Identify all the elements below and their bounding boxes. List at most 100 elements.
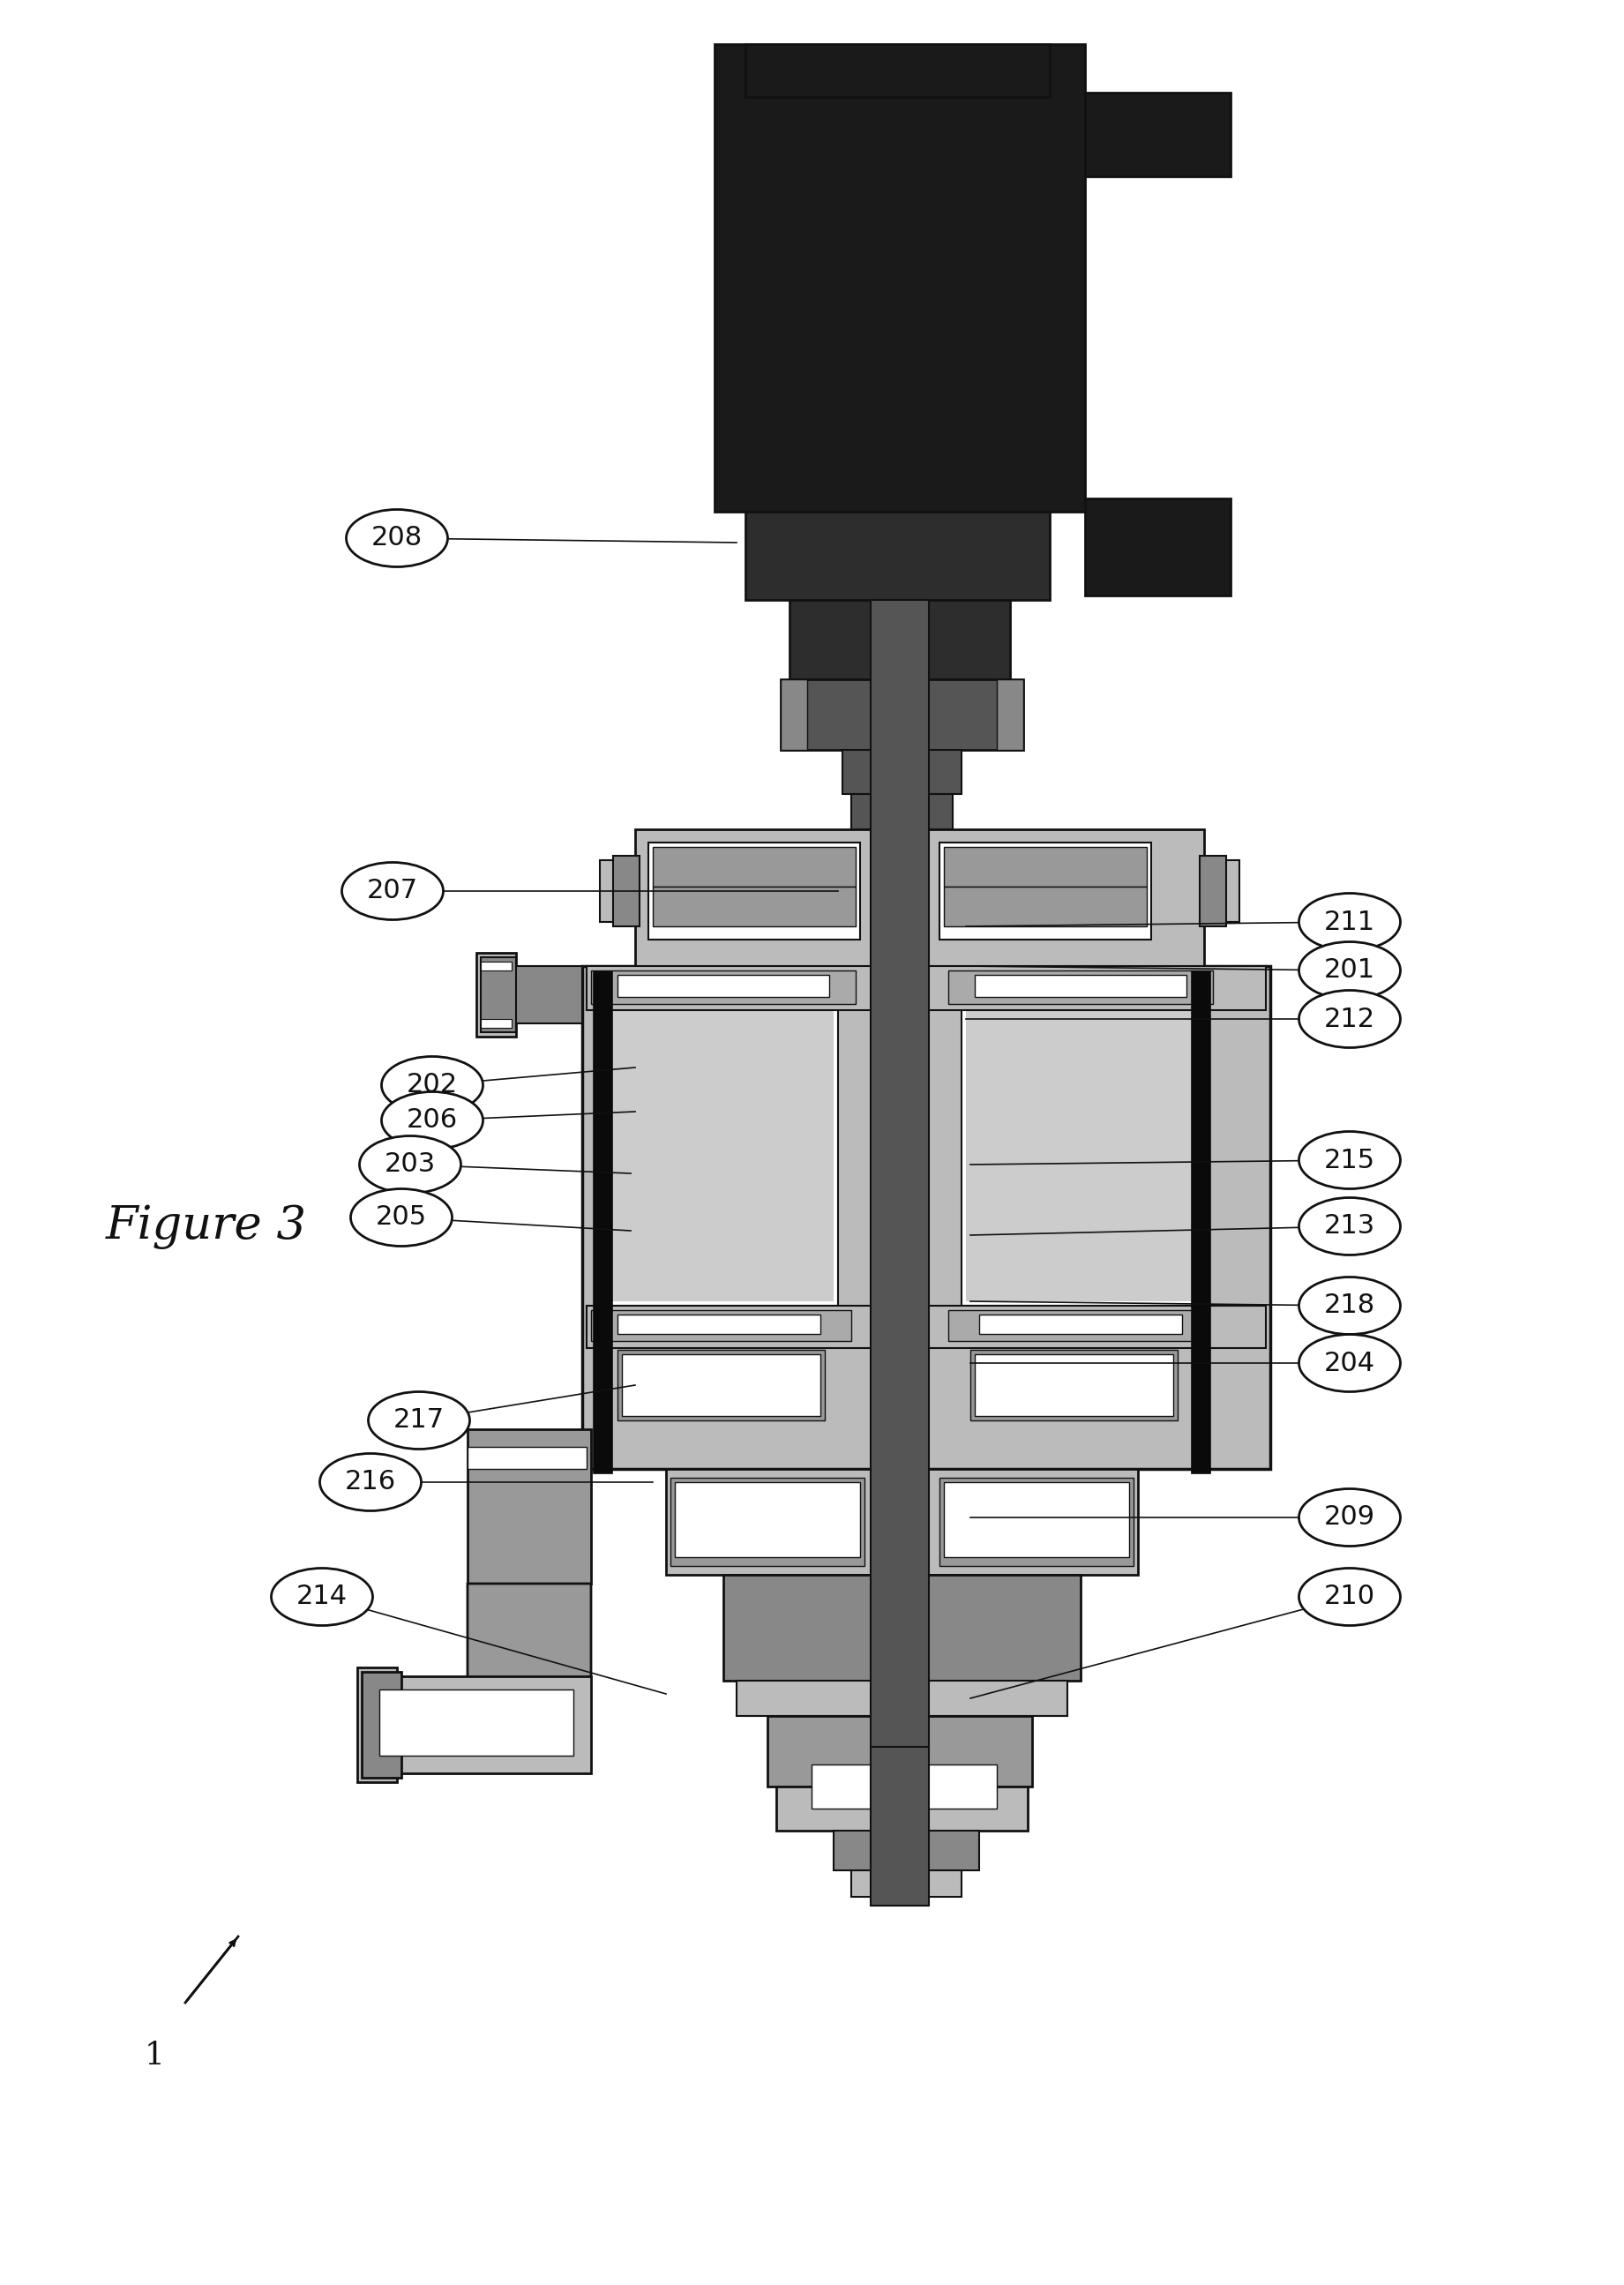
Bar (370, 1677, 591, 1773)
Bar (583, 967, 1270, 1469)
Text: 211: 211 (1324, 909, 1376, 935)
Bar (617, 1314, 820, 1334)
Text: 213: 213 (1324, 1213, 1376, 1238)
Bar (737, 1682, 1067, 1716)
Bar (481, 962, 512, 971)
Text: 201: 201 (1324, 957, 1376, 983)
Ellipse shape (359, 1136, 461, 1193)
Bar (971, 1350, 1177, 1421)
Polygon shape (468, 1584, 591, 1730)
Text: 215: 215 (1324, 1147, 1376, 1172)
Bar (944, 1483, 1129, 1556)
Ellipse shape (1299, 893, 1400, 951)
Text: 210: 210 (1324, 1584, 1376, 1609)
Text: 207: 207 (367, 877, 419, 905)
Bar (666, 1469, 1138, 1574)
Bar (653, 848, 856, 887)
Ellipse shape (1299, 1131, 1400, 1188)
Bar (948, 971, 1213, 1003)
Bar (476, 953, 516, 1037)
Bar (870, 1746, 929, 1906)
Bar (591, 971, 856, 1003)
Ellipse shape (382, 1056, 482, 1113)
Bar (948, 1309, 1208, 1341)
Text: 208: 208 (372, 526, 422, 551)
Text: 217: 217 (393, 1408, 445, 1433)
Ellipse shape (346, 510, 448, 567)
Text: 214: 214 (296, 1584, 348, 1609)
Ellipse shape (369, 1392, 469, 1449)
Ellipse shape (351, 1188, 451, 1245)
Bar (586, 1305, 1265, 1348)
Bar (851, 793, 953, 829)
Bar (617, 1350, 825, 1421)
Bar (481, 957, 516, 1033)
Bar (1085, 498, 1231, 596)
Bar (512, 967, 583, 1024)
Text: 205: 205 (375, 1204, 427, 1229)
Bar (870, 601, 929, 1746)
Ellipse shape (341, 861, 443, 921)
Bar (715, 43, 1085, 512)
Text: 212: 212 (1324, 1005, 1376, 1033)
Text: Figure 3: Figure 3 (106, 1204, 307, 1250)
Text: 1: 1 (145, 2041, 164, 2070)
Bar (908, 1764, 997, 1810)
Bar (593, 971, 612, 1474)
Bar (781, 679, 807, 749)
Bar (966, 992, 1195, 1300)
Ellipse shape (1299, 1277, 1400, 1334)
Bar (357, 1668, 396, 1782)
Ellipse shape (271, 1568, 372, 1625)
Text: 218: 218 (1324, 1293, 1376, 1318)
Ellipse shape (1299, 1197, 1400, 1254)
Bar (599, 987, 838, 1305)
Bar (380, 1689, 573, 1755)
Bar (768, 1716, 1033, 1787)
Ellipse shape (320, 1453, 421, 1510)
Bar (961, 987, 1200, 1305)
Ellipse shape (382, 1092, 482, 1149)
Bar (1200, 857, 1226, 925)
Ellipse shape (1299, 1490, 1400, 1547)
Bar (745, 512, 1049, 601)
Bar (944, 887, 1147, 925)
Bar (591, 1309, 851, 1341)
Bar (1203, 859, 1239, 921)
Bar (997, 679, 1023, 749)
Bar (944, 848, 1147, 887)
Text: 203: 203 (385, 1152, 435, 1177)
Text: 204: 204 (1324, 1350, 1376, 1376)
Bar (604, 992, 833, 1300)
Bar (843, 749, 961, 793)
Bar (979, 1314, 1182, 1334)
Bar (648, 843, 861, 939)
Bar (851, 1871, 961, 1897)
Bar (723, 1574, 1080, 1682)
Bar (789, 601, 1010, 679)
Bar (586, 967, 1265, 1010)
Bar (1085, 94, 1231, 176)
Text: 209: 209 (1324, 1504, 1376, 1531)
Bar (1190, 971, 1210, 1474)
Text: 216: 216 (344, 1469, 396, 1494)
Bar (362, 1673, 401, 1778)
Bar (635, 829, 1203, 967)
Bar (622, 1355, 820, 1417)
Bar (617, 976, 830, 996)
Bar (468, 1428, 591, 1584)
Bar (671, 1478, 864, 1565)
Bar (614, 857, 640, 925)
Ellipse shape (1299, 989, 1400, 1047)
Bar (745, 43, 1049, 96)
Bar (939, 843, 1151, 939)
Bar (676, 1483, 861, 1556)
Ellipse shape (1299, 941, 1400, 999)
Bar (974, 1355, 1173, 1417)
Bar (653, 887, 856, 925)
Bar (974, 976, 1187, 996)
Bar (833, 1830, 979, 1871)
Text: 202: 202 (406, 1072, 458, 1099)
Bar (468, 1446, 586, 1469)
Bar (599, 859, 635, 921)
